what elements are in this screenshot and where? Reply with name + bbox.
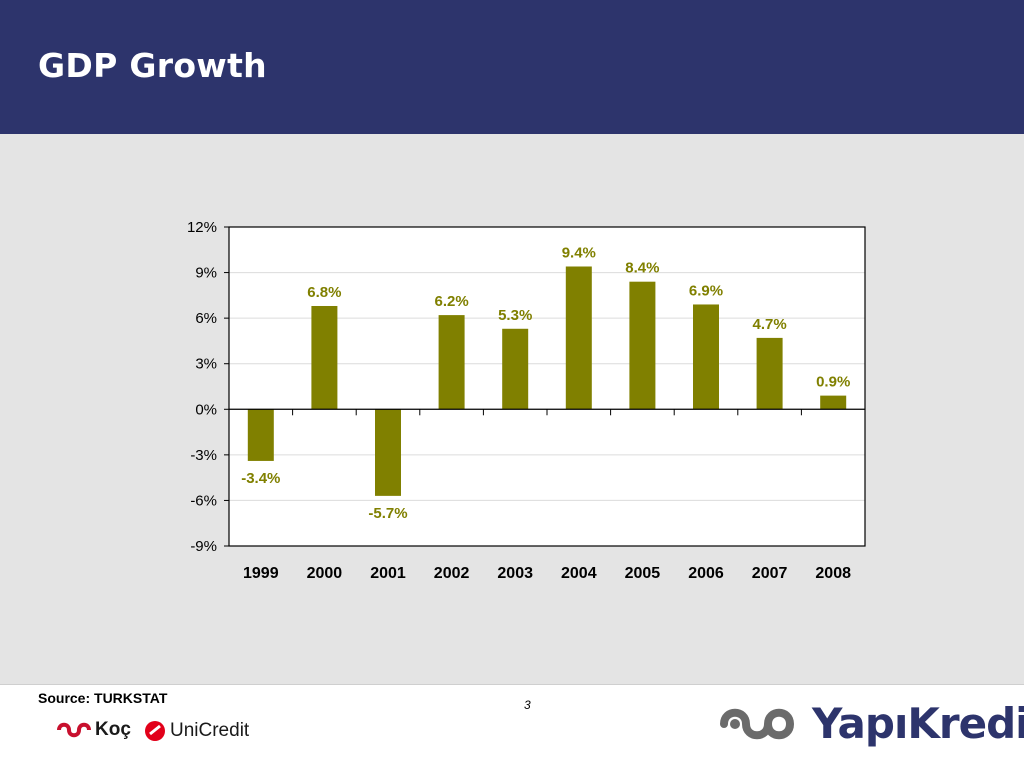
x-tick-label: 2001 [370,565,406,582]
data-label: -5.7% [368,505,407,522]
slide-title: GDP Growth [38,46,267,85]
slide-footer: Source: TURKSTAT 3 Koç UniCredit YapıKre… [0,684,1024,769]
koc-logo-text: Koç [95,719,131,740]
x-tick-label: 2004 [561,565,597,582]
x-tick-label: 1999 [243,565,279,582]
bar [693,304,719,410]
slide-content: 12% 9% 6% 3% 0% -3% -6% -9% -3.4% 1999 6.8% 2000 -5.… [0,134,1024,684]
bar [820,395,847,410]
yapikredi-emblem-icon [720,708,795,739]
bar [502,328,529,410]
source-note: Source: TURKSTAT [38,690,168,706]
bar [756,337,783,410]
gdp-bar-chart: 12% 9% 6% 3% 0% -3% -6% -9% -3.4% 1999 6.8% 2000 -5.… [187,219,866,582]
unicredit-logo-text: UniCredit [170,720,250,741]
y-tick-label: 0% [195,401,217,418]
koc-emblem-icon [57,722,91,738]
data-label: 0.9% [816,374,850,391]
unicredit-logo: UniCredit [143,719,249,743]
data-label: 6.9% [689,282,723,299]
x-tick-label: 2007 [752,565,788,582]
x-tick-label: 2000 [307,565,343,582]
data-label: 6.8% [307,284,341,301]
data-label: 6.2% [434,293,468,310]
data-label: 9.4% [562,244,596,261]
y-tick-label: -9% [190,538,217,555]
plot-frame [228,226,866,547]
bar [629,281,656,410]
data-label: -3.4% [241,470,280,487]
x-tick-label: 2003 [497,565,533,582]
x-tick-label: 2005 [625,565,661,582]
slide-header: GDP Growth [0,0,1024,134]
bar [311,305,338,410]
y-tick-label: 3% [195,356,217,373]
x-tick-label: 2008 [815,565,851,582]
data-label: 5.3% [498,307,532,324]
bar [438,315,465,410]
y-tick-label: -3% [190,447,217,464]
yapikredi-logo-text: YapıKredi [812,699,1024,748]
data-label: 8.4% [625,260,659,277]
page-number: 3 [524,698,531,712]
y-tick-label: 12% [187,219,217,236]
koc-logo: Koç [55,719,131,741]
yapikredi-logo: YapıKredi [716,699,1024,748]
x-tick-label: 2002 [434,565,470,582]
data-label: 4.7% [752,316,786,333]
y-tick-label: 6% [195,310,217,327]
bar [247,409,274,461]
y-tick-label: 9% [195,265,217,282]
y-tick-label: -6% [190,492,217,509]
unicredit-emblem-icon [145,721,165,741]
bar [375,409,401,496]
bar [565,266,592,410]
x-tick-label: 2006 [688,565,724,582]
